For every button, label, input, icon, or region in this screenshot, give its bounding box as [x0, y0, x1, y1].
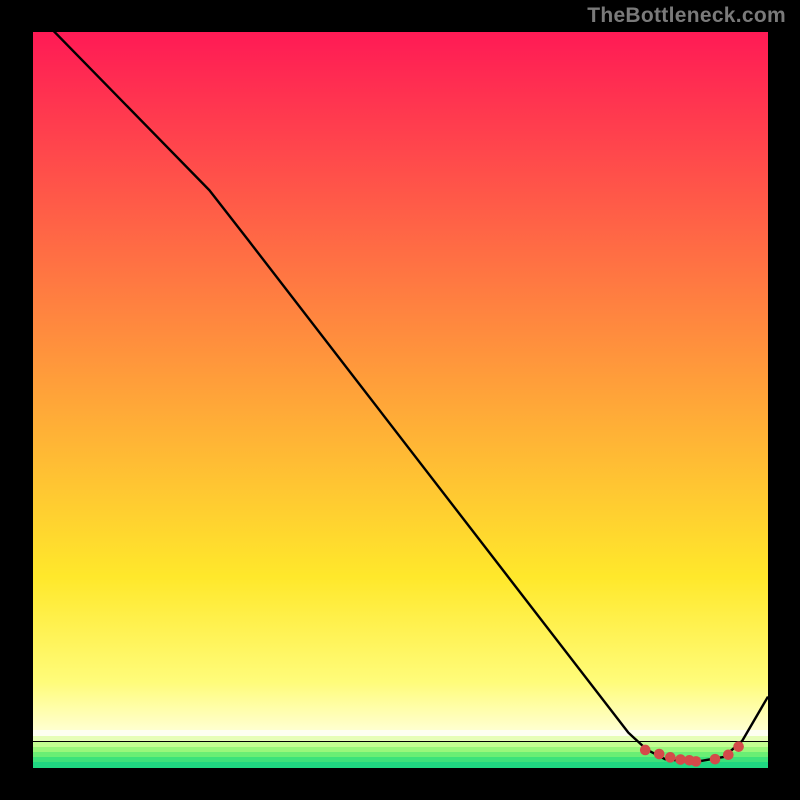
data-point-marker: [723, 749, 734, 760]
data-point-marker: [640, 745, 651, 756]
data-point-marker: [654, 749, 665, 760]
attribution-link[interactable]: TheBottleneck.com: [587, 4, 786, 28]
data-point-marker: [665, 752, 676, 763]
chart-plot-area: [33, 32, 768, 768]
data-point-marker: [710, 754, 721, 765]
data-point-marker: [691, 756, 702, 767]
chart-overlay: [33, 32, 768, 768]
bottleneck-curve: [33, 32, 768, 762]
data-point-marker: [733, 741, 744, 752]
